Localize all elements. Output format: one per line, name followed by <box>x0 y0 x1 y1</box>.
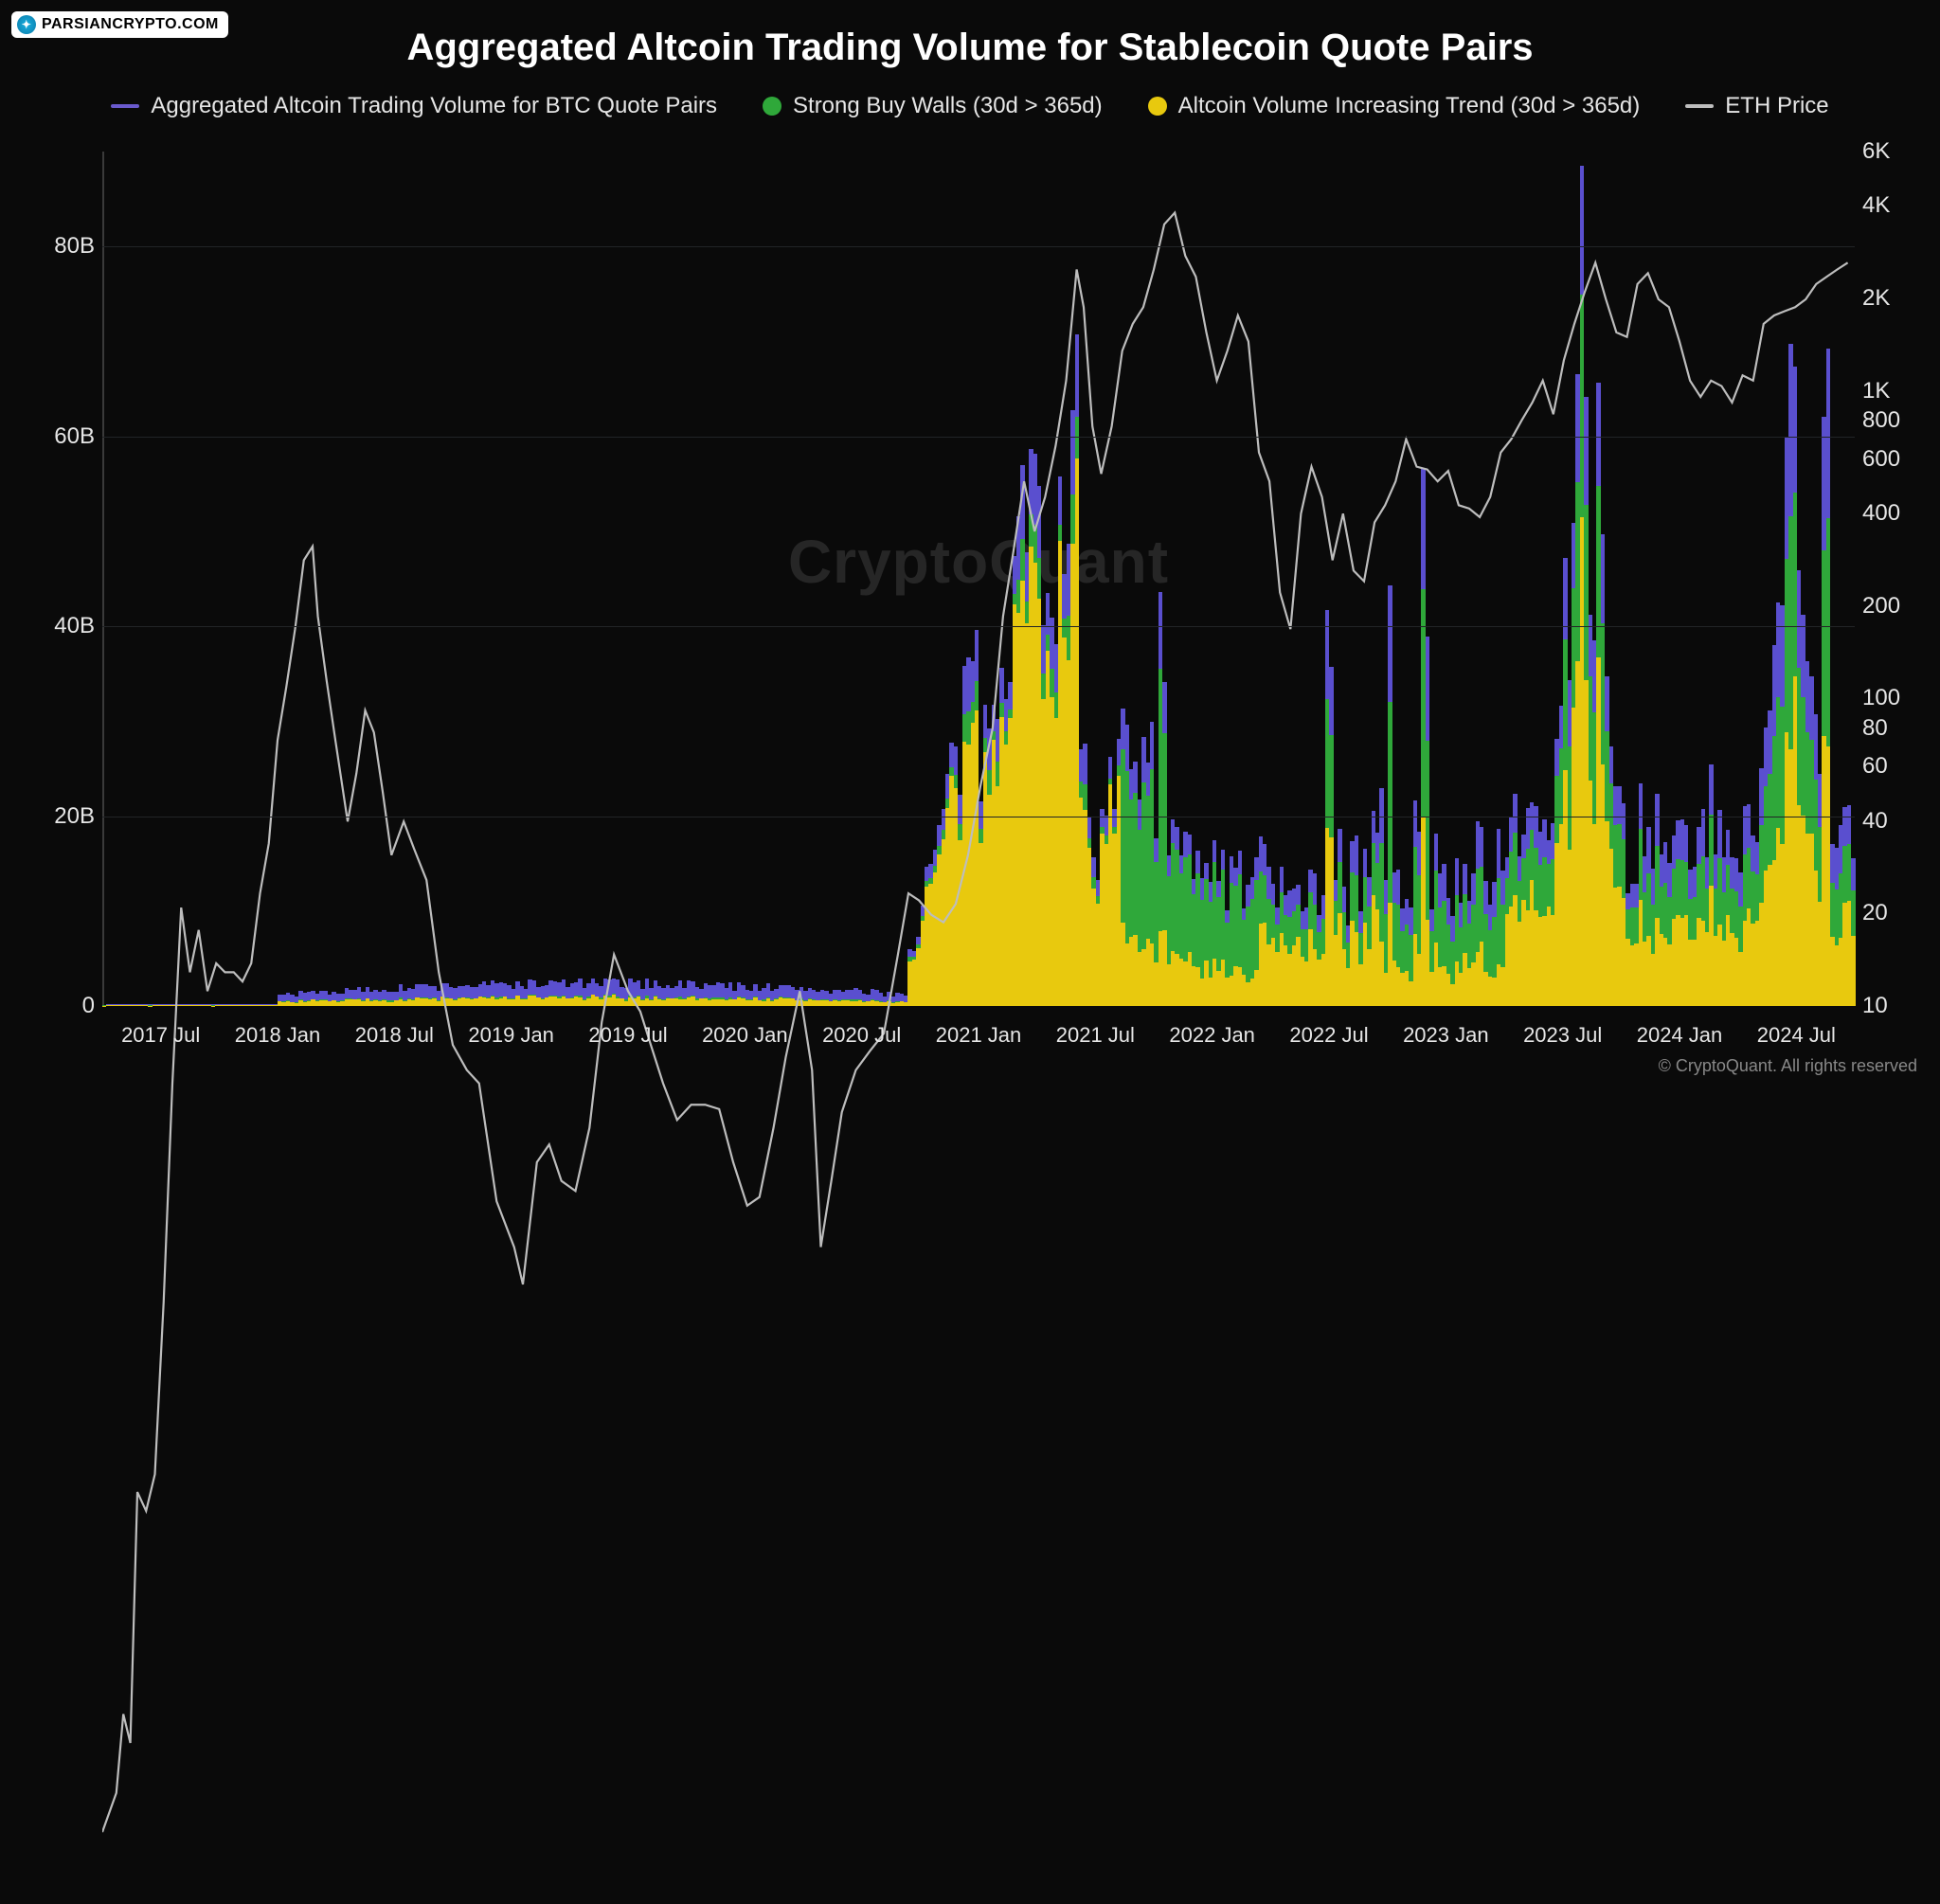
x-tick-label: 2019 Jul <box>588 1023 667 1048</box>
x-tick-label: 2021 Jul <box>1056 1023 1135 1048</box>
y-right-tick-label: 80 <box>1862 715 1938 742</box>
y-right-tick-label: 2K <box>1862 285 1938 312</box>
y-left-tick-label: 60B <box>9 423 95 450</box>
legend-item-strong-buy: Strong Buy Walls (30d > 365d) <box>763 93 1103 119</box>
y-right-tick-label: 40 <box>1862 808 1938 835</box>
legend-label: Altcoin Volume Increasing Trend (30d > 3… <box>1178 93 1641 119</box>
gridline <box>102 437 1855 438</box>
x-tick-label: 2022 Jul <box>1289 1023 1368 1048</box>
legend-swatch-dot <box>1148 97 1167 116</box>
x-tick-label: 2023 Jan <box>1403 1023 1489 1048</box>
x-tick-label: 2024 Jul <box>1757 1023 1836 1048</box>
volume-bars <box>102 152 1855 1006</box>
y-left-tick-label: 0 <box>9 993 95 1019</box>
x-tick-label: 2023 Jul <box>1523 1023 1602 1048</box>
x-tick-label: 2020 Jul <box>822 1023 901 1048</box>
y-right-tick-label: 20 <box>1862 900 1938 926</box>
y-right-tick-label: 6K <box>1862 138 1938 165</box>
y-right-tick-label: 400 <box>1862 500 1938 527</box>
y-left-tick-label: 80B <box>9 233 95 260</box>
chart-title: Aggregated Altcoin Trading Volume for St… <box>0 27 1940 69</box>
x-tick-label: 2020 Jan <box>702 1023 788 1048</box>
copyright: © CryptoQuant. All rights reserved <box>1659 1056 1917 1076</box>
x-tick-label: 2018 Jan <box>235 1023 321 1048</box>
y-right-tick-label: 100 <box>1862 685 1938 711</box>
x-tick-label: 2022 Jan <box>1169 1023 1255 1048</box>
legend-label: Strong Buy Walls (30d > 365d) <box>793 93 1103 119</box>
legend-item-btc-volume: Aggregated Altcoin Trading Volume for BT… <box>111 93 717 119</box>
legend-label: ETH Price <box>1725 93 1828 119</box>
legend-label: Aggregated Altcoin Trading Volume for BT… <box>151 93 717 119</box>
volume-bar <box>1851 858 1855 1006</box>
legend: Aggregated Altcoin Trading Volume for BT… <box>0 93 1940 119</box>
gridline <box>102 626 1855 627</box>
x-tick-label: 2021 Jan <box>936 1023 1022 1048</box>
y-right-tick-label: 800 <box>1862 407 1938 434</box>
legend-swatch-dot <box>763 97 781 116</box>
y-right-tick-label: 200 <box>1862 593 1938 620</box>
legend-item-eth-price: ETH Price <box>1685 93 1828 119</box>
chart-plot-area: CryptoQuant 020B40B60B80B102040608010020… <box>102 152 1855 1006</box>
y-right-tick-label: 60 <box>1862 753 1938 780</box>
x-tick-label: 2019 Jan <box>468 1023 554 1048</box>
gridline <box>102 246 1855 247</box>
x-tick-label: 2017 Jul <box>121 1023 200 1048</box>
y-right-tick-label: 4K <box>1862 192 1938 219</box>
y-right-tick-label: 10 <box>1862 993 1938 1019</box>
y-right-tick-label: 1K <box>1862 378 1938 404</box>
legend-swatch-line <box>1685 104 1714 108</box>
x-tick-label: 2024 Jan <box>1637 1023 1723 1048</box>
y-right-tick-label: 600 <box>1862 446 1938 473</box>
legend-item-altcoin-trend: Altcoin Volume Increasing Trend (30d > 3… <box>1148 93 1641 119</box>
y-left-tick-label: 40B <box>9 613 95 639</box>
legend-swatch-line <box>111 104 139 108</box>
y-left-tick-label: 20B <box>9 803 95 830</box>
x-tick-label: 2018 Jul <box>355 1023 434 1048</box>
